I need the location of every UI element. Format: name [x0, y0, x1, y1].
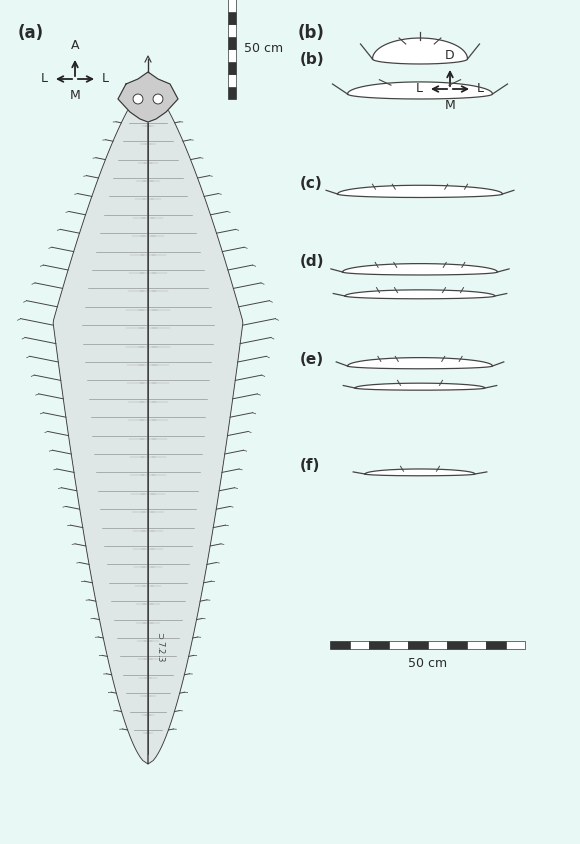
Text: L: L	[416, 83, 423, 95]
Bar	[330, 641, 350, 649]
Text: L: L	[477, 83, 484, 95]
Bar	[228, 62, 236, 74]
Text: A: A	[71, 39, 79, 52]
Bar	[350, 641, 369, 649]
Polygon shape	[365, 469, 475, 476]
Polygon shape	[338, 185, 502, 197]
Polygon shape	[372, 38, 467, 64]
Polygon shape	[118, 72, 178, 122]
Polygon shape	[345, 289, 495, 299]
Polygon shape	[347, 358, 492, 369]
Bar	[228, 86, 236, 99]
Bar	[228, 49, 236, 62]
Bar	[486, 641, 506, 649]
Bar	[228, 74, 236, 86]
Bar	[427, 641, 447, 649]
Text: 50 cm: 50 cm	[408, 657, 447, 670]
Bar	[228, 0, 236, 12]
Bar	[447, 641, 466, 649]
Text: (e): (e)	[300, 351, 324, 366]
Polygon shape	[347, 82, 492, 99]
Circle shape	[153, 94, 163, 104]
Text: 50 cm: 50 cm	[244, 42, 283, 56]
Text: L: L	[102, 73, 109, 85]
Text: L: L	[41, 73, 48, 85]
Text: (b): (b)	[298, 24, 325, 42]
Polygon shape	[53, 84, 243, 764]
Bar	[389, 641, 408, 649]
Text: (c): (c)	[300, 176, 322, 192]
Bar	[228, 36, 236, 49]
Text: (f): (f)	[300, 458, 320, 473]
Text: $\mathsf{\supset}$7.2.3: $\mathsf{\supset}$7.2.3	[157, 630, 168, 663]
Text: D: D	[445, 49, 455, 62]
Bar	[369, 641, 389, 649]
Text: M: M	[445, 99, 455, 112]
Bar	[506, 641, 525, 649]
Polygon shape	[343, 263, 498, 275]
Bar	[408, 641, 427, 649]
Text: (a): (a)	[18, 24, 44, 42]
Text: M: M	[70, 89, 81, 102]
Bar	[228, 12, 236, 24]
Circle shape	[133, 94, 143, 104]
Text: (d): (d)	[300, 255, 324, 269]
Polygon shape	[355, 383, 485, 390]
Bar	[466, 641, 486, 649]
Text: (b): (b)	[300, 51, 325, 67]
Bar	[228, 24, 236, 36]
